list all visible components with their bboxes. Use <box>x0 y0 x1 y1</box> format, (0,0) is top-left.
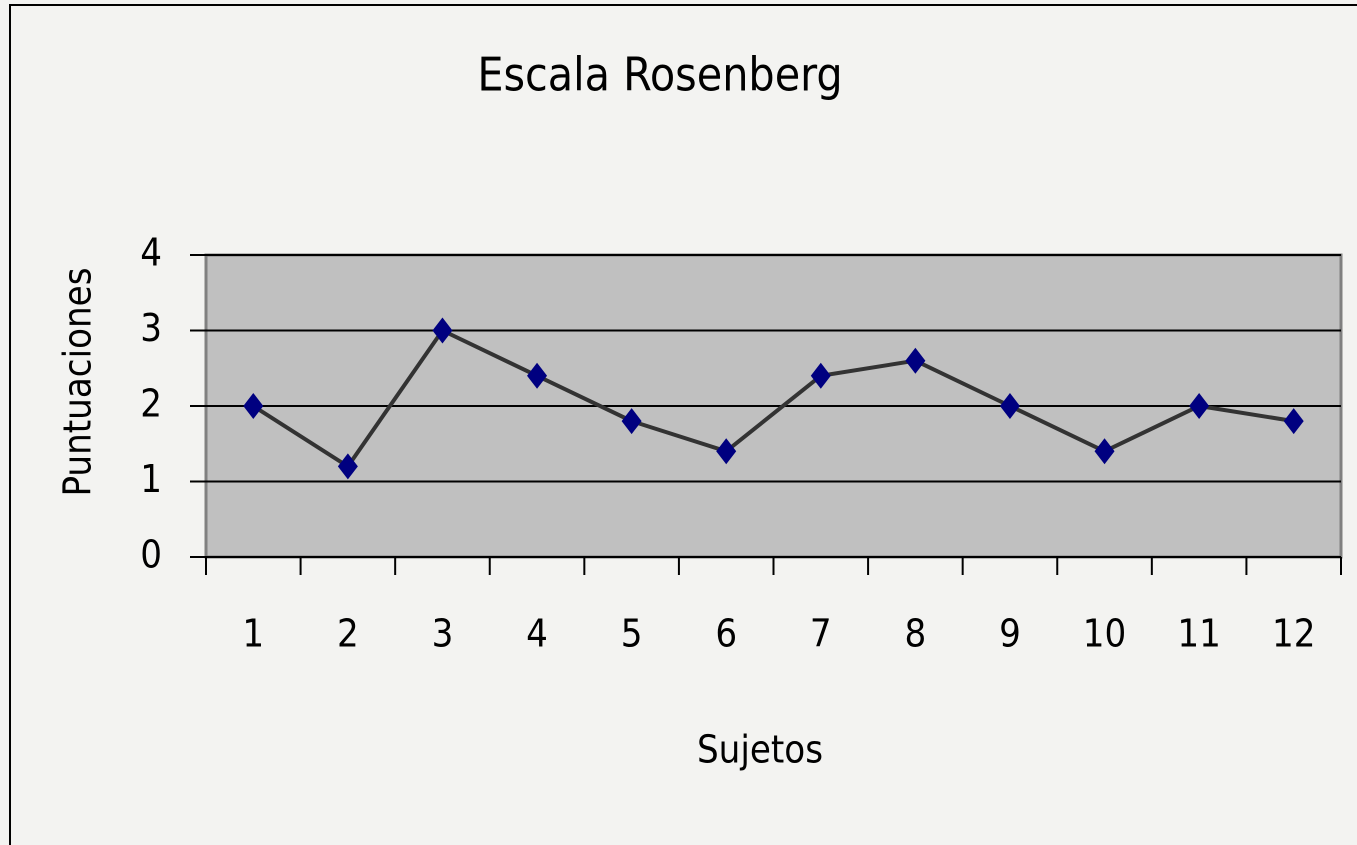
x-tick-label: 2 <box>337 612 359 656</box>
x-tick-label: 11 <box>1177 612 1221 656</box>
chart-title: Escala Rosenberg <box>477 48 842 102</box>
y-tick-label: 3 <box>140 306 162 350</box>
y-tick-label: 0 <box>140 533 162 577</box>
data-marker <box>1094 438 1115 465</box>
y-tick-label: 1 <box>140 457 162 501</box>
x-tick-label: 5 <box>621 612 643 656</box>
data-marker <box>810 362 831 389</box>
data-marker <box>432 317 453 344</box>
x-tick-label: 8 <box>905 612 927 656</box>
data-marker <box>999 393 1020 419</box>
data-marker <box>243 393 264 419</box>
x-tick-label: 6 <box>715 612 737 656</box>
x-tick-label: 10 <box>1083 612 1127 656</box>
data-marker <box>527 362 548 389</box>
y-tick-label: 2 <box>140 382 162 426</box>
data-line <box>252 327 1295 470</box>
x-tick-label: 9 <box>999 612 1021 656</box>
data-marker <box>621 408 642 435</box>
x-tick-label: 3 <box>432 612 454 656</box>
x-tick-label: 12 <box>1272 612 1316 656</box>
x-tick-label: 4 <box>526 612 548 656</box>
x-axis-label: Sujetos <box>697 728 823 772</box>
data-marker <box>905 347 926 374</box>
y-tick-label: 4 <box>140 231 162 275</box>
data-marker <box>337 453 358 480</box>
data-marker <box>1283 408 1304 435</box>
y-axis-label: Puntuaciones <box>56 267 100 496</box>
x-tick-label: 1 <box>242 612 264 656</box>
data-marker <box>1189 393 1210 419</box>
x-tick-label: 7 <box>810 612 832 656</box>
data-marker <box>716 438 737 465</box>
